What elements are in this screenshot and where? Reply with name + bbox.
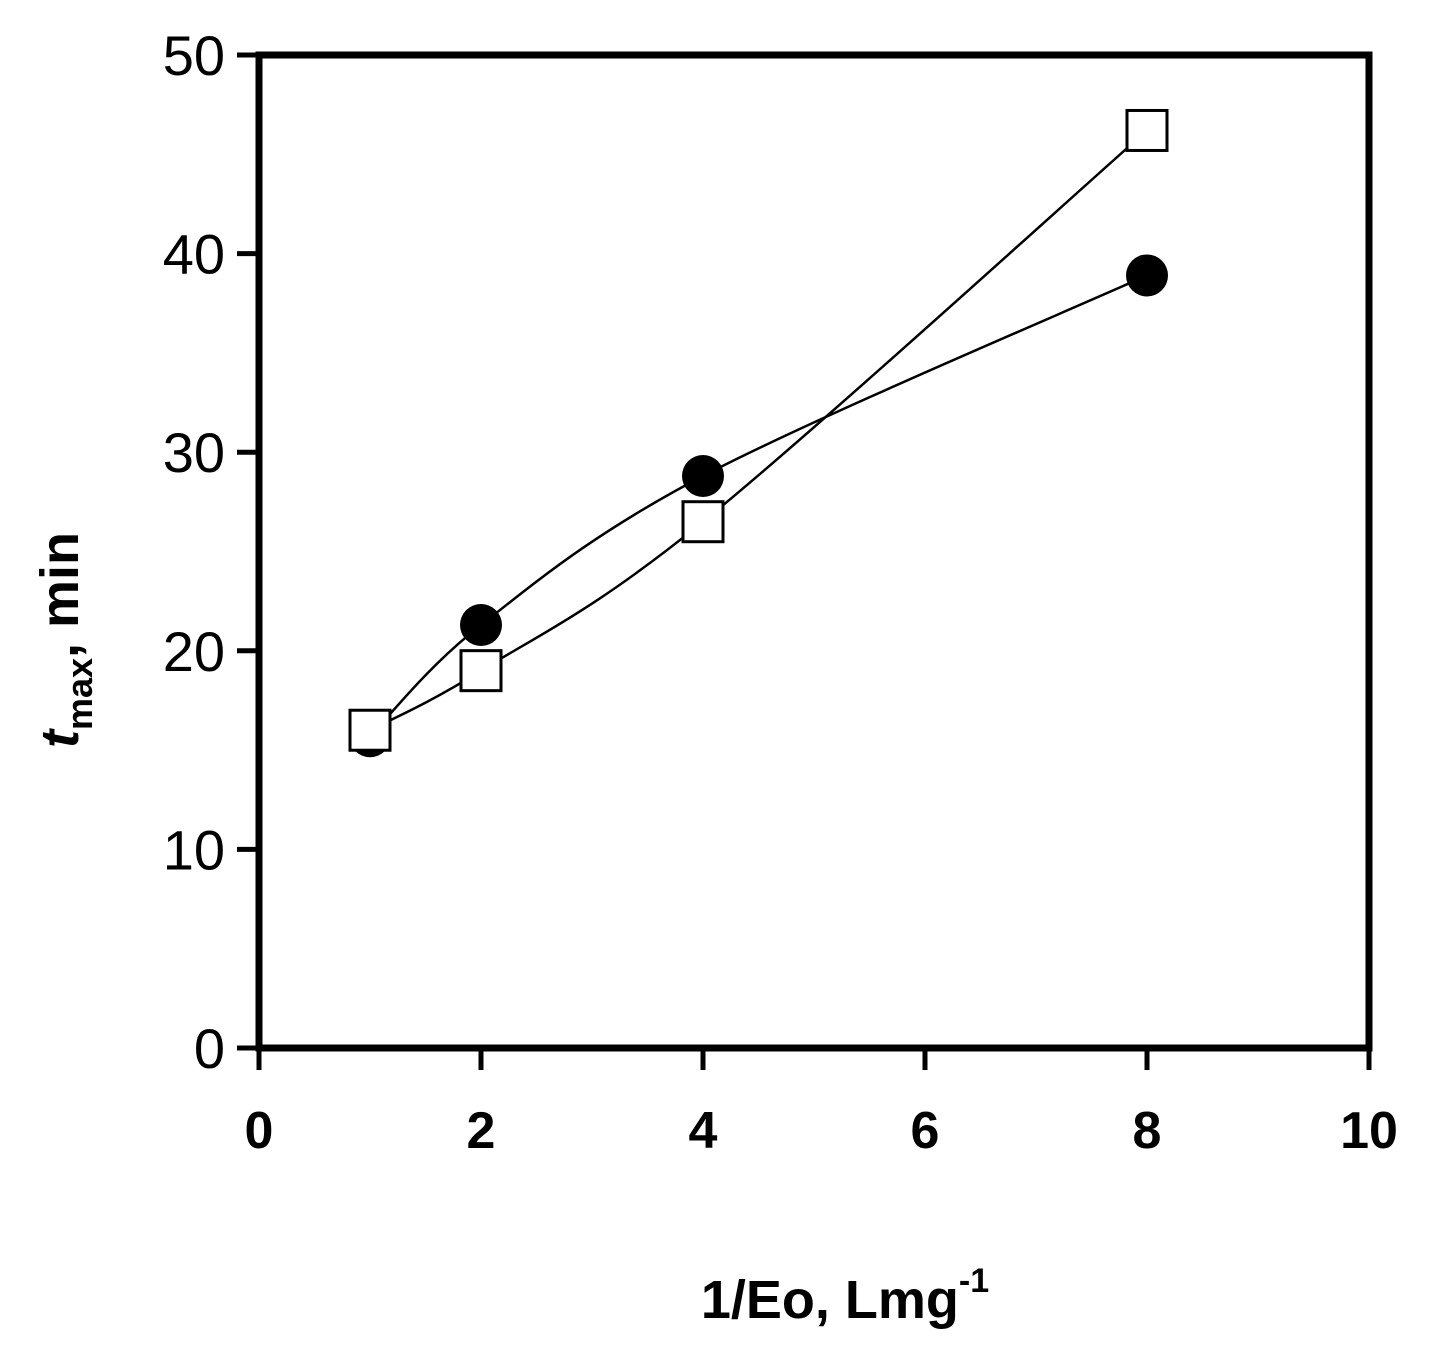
x-tick-label: 0: [245, 1102, 274, 1160]
data-point-square: [681, 500, 725, 544]
x-tick-label: 10: [1340, 1102, 1398, 1160]
data-point-square: [459, 649, 503, 693]
data-point-square: [1125, 108, 1169, 152]
y-axis-title-subscript: max: [59, 658, 100, 730]
series-markers: [348, 108, 1169, 758]
series-lines: [369, 129, 1148, 738]
data-point-circle: [1126, 254, 1168, 297]
y-tick-label: 0: [194, 1017, 225, 1080]
series-1-line: [369, 274, 1148, 738]
x-tick-label: 8: [1133, 1102, 1162, 1160]
y-axis-title: tmax, min: [30, 532, 100, 748]
y-tick-label: 30: [163, 421, 225, 484]
y-axis-title-rest: , min: [30, 532, 90, 658]
x-tick-label: 6: [911, 1102, 940, 1160]
y-axis-ticks: 0 10 20 30 40 50: [163, 24, 259, 1080]
x-axis-title-superscript: -1: [959, 1262, 989, 1300]
x-axis-title-main: 1/Eo, Lmg: [701, 1270, 959, 1330]
x-axis-title: 1/Eo, Lmg-1: [701, 1262, 989, 1330]
x-tick-label: 2: [467, 1102, 496, 1160]
y-tick-label: 10: [163, 818, 225, 881]
x-axis-ticks: 0 2 4 6 8 10: [245, 1048, 1398, 1160]
data-point-square: [348, 708, 392, 752]
x-tick-label: 4: [689, 1102, 718, 1160]
y-tick-label: 40: [163, 223, 225, 286]
plot-frame: [255, 51, 1373, 1052]
y-tick-label: 20: [163, 620, 225, 683]
data-point-circle: [460, 603, 502, 646]
y-axis-title-var: t: [30, 728, 90, 748]
series-2-line: [369, 129, 1148, 732]
y-tick-label: 50: [163, 24, 225, 87]
data-point-circle: [682, 455, 724, 498]
